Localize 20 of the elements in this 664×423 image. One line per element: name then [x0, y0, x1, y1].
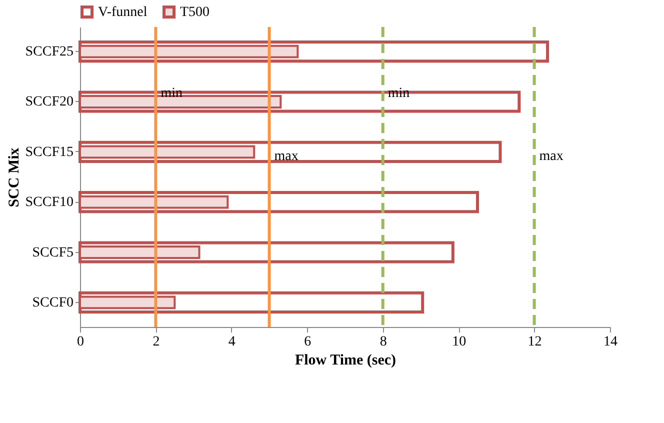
- x-tick-label: 6: [304, 334, 312, 350]
- ref-line-label: max: [539, 149, 564, 164]
- legend-label: V-funnel: [98, 5, 148, 20]
- y-tick-label: SCCF0: [32, 295, 74, 310]
- x-tick-label: 0: [77, 334, 84, 350]
- x-tick-label: 4: [228, 334, 236, 350]
- y-axis-title: SCC Mix: [6, 147, 22, 208]
- x-axis-title: Flow Time (sec): [294, 352, 396, 368]
- ref-line-label: min: [388, 86, 410, 101]
- legend-label: T500: [180, 5, 210, 20]
- y-tick-label: SCCF5: [32, 245, 74, 260]
- y-tick-label: SCCF10: [25, 195, 74, 210]
- x-tick-label: 8: [380, 334, 387, 350]
- x-tick-label: 14: [604, 334, 618, 350]
- x-tick-label: 2: [152, 334, 160, 350]
- x-tick-label: 12: [528, 334, 542, 350]
- y-tick-label: SCCF20: [25, 94, 74, 110]
- x-tick-label: 10: [452, 334, 466, 350]
- y-tick-label: SCCF15: [25, 144, 74, 160]
- y-tick-label: SCCF25: [25, 44, 74, 60]
